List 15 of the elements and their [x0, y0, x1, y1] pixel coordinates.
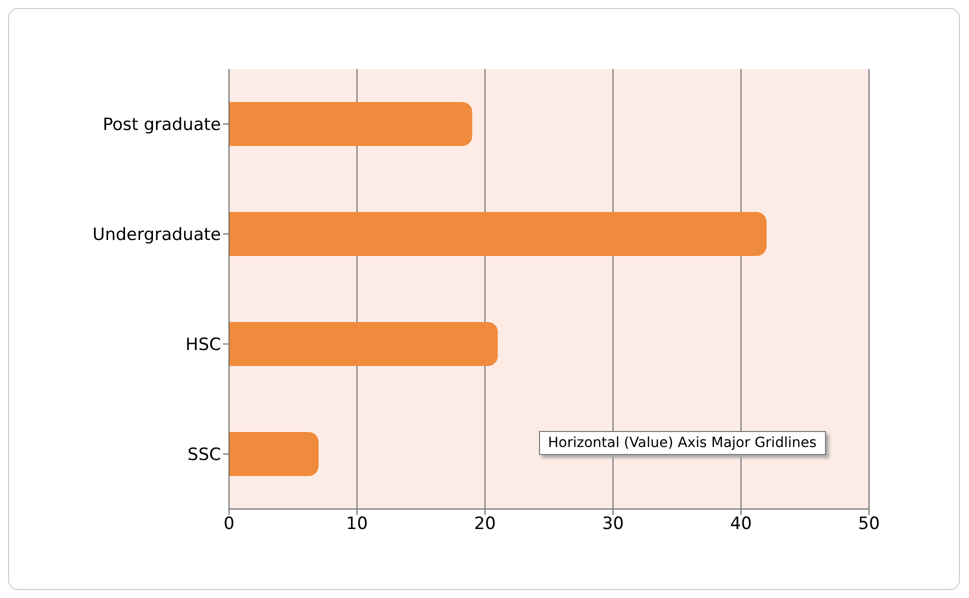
- x-tick-label: 0: [224, 514, 234, 534]
- y-tick-label: SSC: [188, 445, 221, 466]
- x-tick-label: 30: [602, 514, 624, 534]
- bar: [229, 212, 767, 256]
- bar: [229, 432, 319, 476]
- x-tick-label: 40: [730, 514, 752, 534]
- bar: [229, 322, 498, 366]
- x-tick-label: 10: [346, 514, 368, 534]
- annotation: Horizontal (Value) Axis Major Gridlines: [539, 431, 826, 455]
- x-tick-label: 20: [474, 514, 496, 534]
- y-tick-label: HSC: [186, 335, 221, 356]
- x-tick-label: 50: [858, 514, 880, 534]
- bar: [229, 102, 472, 146]
- y-tick-label: Undergraduate: [92, 225, 221, 246]
- y-tick-label: Post graduate: [102, 115, 221, 136]
